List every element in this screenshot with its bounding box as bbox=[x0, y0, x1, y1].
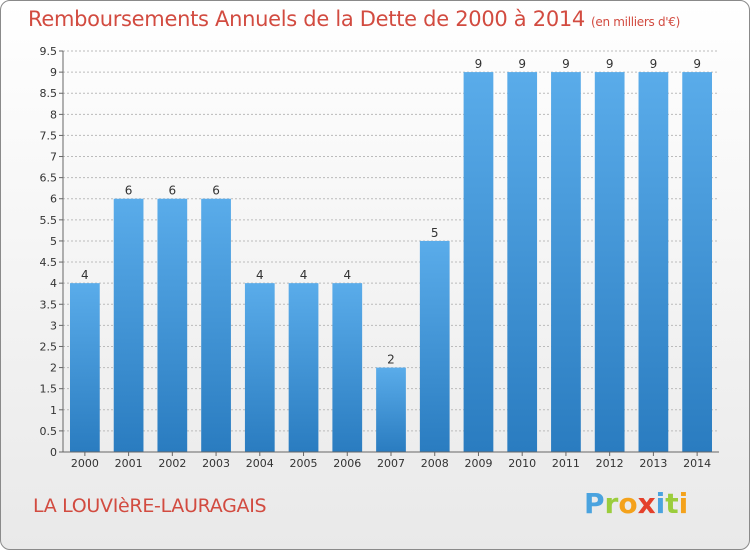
bar-2011 bbox=[551, 72, 581, 453]
x-tick-label: 2010 bbox=[508, 457, 536, 470]
y-tick-label: 7.5 bbox=[40, 129, 58, 142]
bar-value-label: 6 bbox=[169, 184, 177, 198]
y-tick-label: 3.5 bbox=[40, 298, 58, 311]
x-tick-label: 2001 bbox=[115, 457, 143, 470]
bar-2003 bbox=[201, 198, 231, 452]
bar-2010 bbox=[507, 72, 538, 453]
x-tick-label: 2005 bbox=[290, 457, 318, 470]
x-tick-label: 2014 bbox=[683, 457, 711, 470]
y-tick-label: 2 bbox=[50, 362, 57, 375]
bar-value-label: 9 bbox=[650, 57, 658, 71]
y-tick-label: 8 bbox=[50, 108, 57, 121]
bar-value-label: 9 bbox=[562, 57, 570, 71]
y-tick-label: 5.5 bbox=[40, 214, 58, 227]
y-tick-label: 4.5 bbox=[40, 256, 58, 269]
bar-value-label: 9 bbox=[518, 57, 526, 71]
x-tick-label: 2000 bbox=[71, 457, 99, 470]
y-tick-label: 7 bbox=[50, 151, 57, 164]
bar-value-label: 4 bbox=[256, 268, 264, 282]
y-tick-label: 1.5 bbox=[40, 383, 58, 396]
x-tick-label: 2004 bbox=[246, 457, 274, 470]
y-tick-label: 2.5 bbox=[40, 340, 58, 353]
chart-title: Remboursements Annuels de la Dette de 20… bbox=[28, 7, 681, 31]
bar-value-label: 6 bbox=[212, 184, 220, 198]
y-tick-label: 1 bbox=[50, 404, 57, 417]
bar-value-label: 6 bbox=[125, 184, 133, 198]
y-tick-label: 3 bbox=[50, 319, 57, 332]
bar-value-label: 9 bbox=[475, 57, 483, 71]
proxiti-logo: Proxiti bbox=[584, 487, 689, 520]
bar-value-label: 2 bbox=[387, 353, 395, 367]
x-tick-label: 2002 bbox=[158, 457, 186, 470]
bar-2006 bbox=[332, 283, 363, 452]
x-tick-label: 2013 bbox=[639, 457, 667, 470]
bar-2002 bbox=[157, 198, 188, 452]
x-tick-label: 2009 bbox=[464, 457, 492, 470]
x-tick-label: 2012 bbox=[596, 457, 624, 470]
bar-value-label: 4 bbox=[300, 268, 308, 282]
bar-value-label: 5 bbox=[431, 226, 439, 240]
x-tick-label: 2007 bbox=[377, 457, 405, 470]
bar-2005 bbox=[288, 283, 319, 452]
bar-2012 bbox=[594, 72, 625, 453]
x-tick-label: 2011 bbox=[552, 457, 580, 470]
chart-unit: (en milliers d'€) bbox=[591, 15, 681, 29]
bar-2000 bbox=[69, 283, 100, 452]
y-tick-label: 0.5 bbox=[40, 425, 58, 438]
bar-2014 bbox=[682, 72, 713, 453]
bar-2001 bbox=[113, 198, 144, 452]
x-tick-label: 2006 bbox=[333, 457, 361, 470]
bar-2013 bbox=[638, 72, 669, 453]
y-tick-label: 9.5 bbox=[40, 45, 58, 58]
y-tick-label: 6.5 bbox=[40, 172, 58, 185]
commune-name: LA LOUVIèRE-LAURAGAIS bbox=[33, 495, 267, 517]
bar-2008 bbox=[419, 240, 450, 452]
bar-2007 bbox=[376, 367, 406, 452]
y-tick-label: 4 bbox=[50, 277, 57, 290]
y-tick-label: 6 bbox=[50, 193, 57, 206]
bar-2004 bbox=[244, 283, 275, 452]
bar-2009 bbox=[463, 72, 494, 453]
bar-value-label: 4 bbox=[81, 268, 89, 282]
x-tick-label: 2008 bbox=[421, 457, 449, 470]
x-tick-label: 2003 bbox=[202, 457, 230, 470]
y-tick-label: 9 bbox=[50, 66, 57, 79]
bar-value-label: 9 bbox=[693, 57, 701, 71]
bar-value-label: 4 bbox=[343, 268, 351, 282]
bar-value-label: 9 bbox=[606, 57, 614, 71]
y-tick-label: 5 bbox=[50, 235, 57, 248]
y-tick-label: 0 bbox=[50, 446, 57, 459]
y-tick-label: 8.5 bbox=[40, 87, 58, 100]
